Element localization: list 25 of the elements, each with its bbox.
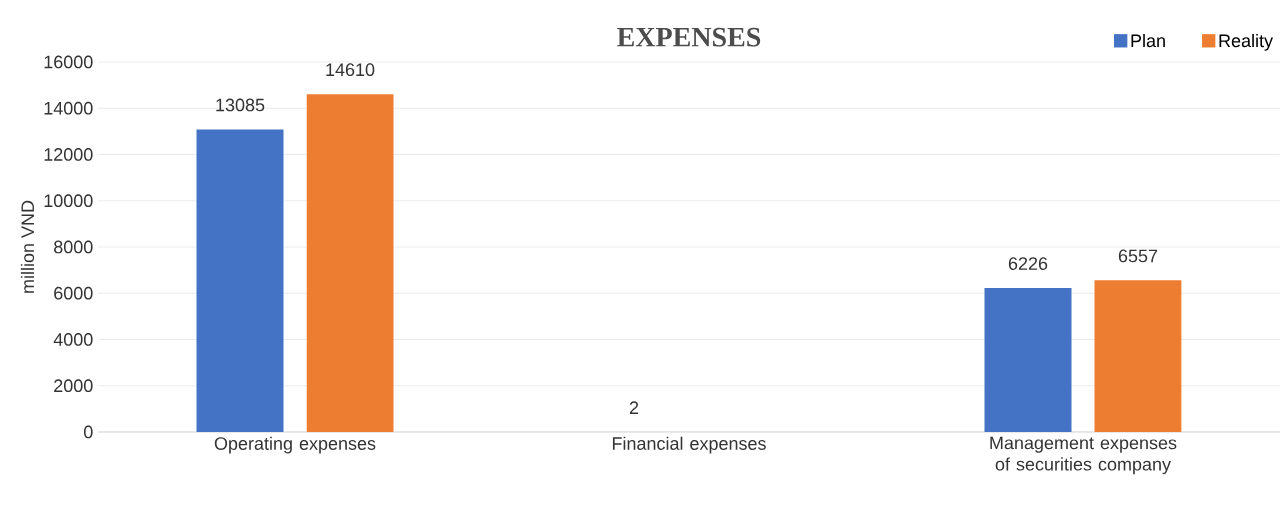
y-tick-label: 2000 <box>54 379 93 393</box>
legend-label: Reality <box>1219 33 1274 51</box>
y-tick-label: 6000 <box>54 286 93 300</box>
chart-title: EXPENSES <box>617 27 761 47</box>
bar <box>306 94 394 432</box>
x-tick-label: Operating expenses <box>214 436 376 454</box>
legend-label: Plan <box>1131 33 1165 48</box>
data-label: 2 <box>629 401 639 414</box>
x-tick-label: Management expenses of securities company <box>990 436 1177 475</box>
data-label: 14610 <box>326 63 375 77</box>
x-tick-label: Financial expenses <box>612 436 766 454</box>
y-tick-label: 16000 <box>44 55 93 69</box>
y-tick-label: 8000 <box>54 240 93 254</box>
bar <box>196 129 284 432</box>
bar <box>1094 280 1182 432</box>
y-tick-label: 0 <box>84 425 93 439</box>
y-axis-title: million VND <box>20 200 35 293</box>
y-tick-label: 10000 <box>44 194 93 208</box>
bar <box>984 288 1072 432</box>
data-label: 6226 <box>1008 257 1048 270</box>
y-tick-label: 14000 <box>44 101 93 115</box>
data-label: 6557 <box>1118 249 1158 263</box>
y-tick-label: 4000 <box>53 333 93 346</box>
y-tick-label: 12000 <box>44 148 93 161</box>
data-label: 13085 <box>216 98 265 112</box>
